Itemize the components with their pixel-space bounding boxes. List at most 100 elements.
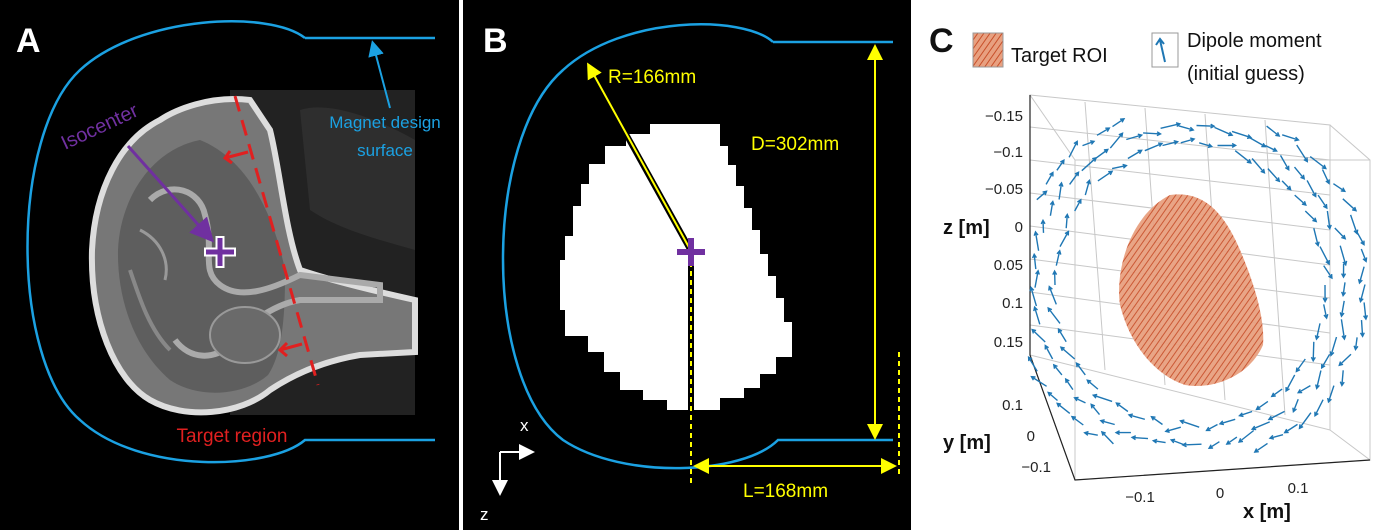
dipole-arrow	[1250, 421, 1270, 431]
dipole-arrow	[1114, 430, 1131, 436]
dipole-arrow	[1281, 134, 1300, 142]
z-tick: −0.1	[993, 144, 1023, 161]
dipole-arrow	[1100, 430, 1114, 445]
y-axis-label: y [m]	[943, 432, 991, 454]
dipole-arrow	[1030, 375, 1047, 387]
dipole-arrow	[1310, 341, 1316, 363]
legend-dipole-swatch	[1151, 32, 1179, 68]
dipole-arrow	[1099, 419, 1115, 426]
z-tick: −0.15	[985, 108, 1023, 125]
dipole-arrow	[1313, 228, 1320, 248]
dipole-arrow	[1323, 265, 1333, 280]
dipole-arrow	[1255, 400, 1269, 411]
dipole-arrow	[1293, 166, 1306, 180]
dipole-arrow	[1151, 438, 1166, 444]
dipole-arrow	[1130, 435, 1149, 441]
dipole-arrow	[1214, 126, 1234, 137]
x-axis-label: x [m]	[1243, 501, 1291, 523]
dipole-arrow	[1031, 252, 1037, 270]
radius-arrow	[587, 62, 692, 252]
dipole-arrow	[1127, 149, 1143, 160]
dipole-arrow	[1319, 246, 1330, 266]
dipole-arrow	[1179, 419, 1200, 428]
dipole-arrow	[1358, 284, 1366, 304]
dipole-arrow	[1075, 362, 1086, 376]
dipole-arrow	[1034, 269, 1040, 288]
panel-c-figure: Target ROI Dipole moment (initial guess)…	[929, 22, 1372, 523]
dipole-arrow	[1126, 133, 1144, 141]
dipole-arrow	[1164, 426, 1181, 433]
legend-dipole-icon	[1155, 37, 1166, 63]
isocenter-arrow	[126, 145, 214, 243]
dipole-arrow	[1180, 137, 1196, 144]
dipole-arrow	[1049, 200, 1055, 216]
dipole-arrow	[1045, 171, 1054, 185]
dipole-arrow	[1296, 144, 1309, 163]
dipole-arrow	[1341, 282, 1347, 298]
dipole-arrow	[1207, 441, 1220, 449]
dipole-arrow	[1199, 142, 1214, 149]
dipole-arrow	[1056, 402, 1071, 414]
dipole-arrow	[1029, 285, 1038, 307]
dipole-arrow	[1094, 148, 1109, 160]
dipole-arrow	[1057, 327, 1067, 343]
dipole-arrow	[1031, 328, 1046, 343]
dipole-arrow	[1115, 402, 1129, 413]
dipole-arrow	[1127, 413, 1145, 420]
dipole-arrow	[1064, 377, 1074, 390]
z-tick: −0.05	[985, 181, 1023, 198]
dipole-arrow	[1306, 180, 1317, 198]
panel-b: B R=166mm D=302mm L=168mm x z	[463, 0, 911, 530]
dipole-arrow	[1059, 346, 1076, 360]
magnet-surface-outline	[501, 23, 893, 470]
dipole-arrow	[1323, 304, 1329, 320]
z-tick: 0.05	[994, 257, 1023, 274]
dipole-arrow	[1295, 358, 1306, 373]
dipole-arrow	[1285, 374, 1296, 393]
dipole-arrow	[1234, 150, 1252, 164]
dipole-arrow	[1253, 442, 1268, 453]
dipole-arrow	[1359, 320, 1365, 338]
dipole-arrow	[1320, 353, 1331, 370]
dipole-arrow	[1091, 393, 1113, 403]
x-tick-labels: −0.1 0 0.1	[1125, 480, 1308, 506]
dipole-arrow	[1056, 159, 1065, 171]
dipole-arrow	[1033, 230, 1040, 251]
target-region-line	[233, 95, 320, 386]
legend-roi-label: Target ROI	[1011, 45, 1108, 67]
dipole-arrow	[1027, 355, 1038, 372]
z-tick: 0	[1015, 219, 1023, 236]
dipole-arrow	[1162, 140, 1180, 147]
dipole-arrow	[1267, 410, 1285, 421]
dipole-arrow	[1144, 142, 1164, 152]
dipole-arrow	[1069, 171, 1080, 185]
y-tick: 0	[1027, 428, 1035, 445]
dipole-arrow	[1178, 125, 1195, 132]
dipole-arrow	[1109, 132, 1124, 149]
dipole-arrow	[1237, 429, 1255, 443]
dipole-arrow	[1218, 418, 1236, 426]
dipole-arrow	[1073, 396, 1086, 404]
target-arrow-upper	[222, 150, 249, 165]
dipole-arrow	[1055, 249, 1062, 266]
dipole-arrow	[1357, 266, 1365, 285]
magnet-label-arrow	[368, 40, 391, 109]
dipole-arrow	[1112, 117, 1126, 128]
z-tick: 0.1	[1002, 295, 1023, 312]
magnet-surface-outline	[26, 20, 435, 464]
z-tick-labels: −0.15 −0.1 −0.05 0 0.05 0.1 0.15	[985, 108, 1023, 351]
panel-b-letter: B	[483, 22, 508, 60]
dipole-arrow	[1326, 210, 1332, 231]
panel-a-figure: A Isocenter Magnet design surface Target…	[16, 20, 441, 464]
dipole-arrow	[1083, 430, 1098, 436]
dipole-arrow	[1342, 198, 1358, 212]
dipole-arrow	[1238, 410, 1253, 418]
dipole-arrow	[1333, 183, 1347, 193]
dipole-arrow	[1264, 144, 1278, 152]
dipole-arrow	[1363, 302, 1369, 321]
dipole-arrow	[1036, 190, 1048, 201]
legend-roi-swatch	[972, 32, 1004, 68]
dipole-arrow	[1070, 415, 1084, 426]
magnet-label-line2: surface	[357, 141, 413, 160]
dipole-arrow	[1294, 194, 1307, 206]
